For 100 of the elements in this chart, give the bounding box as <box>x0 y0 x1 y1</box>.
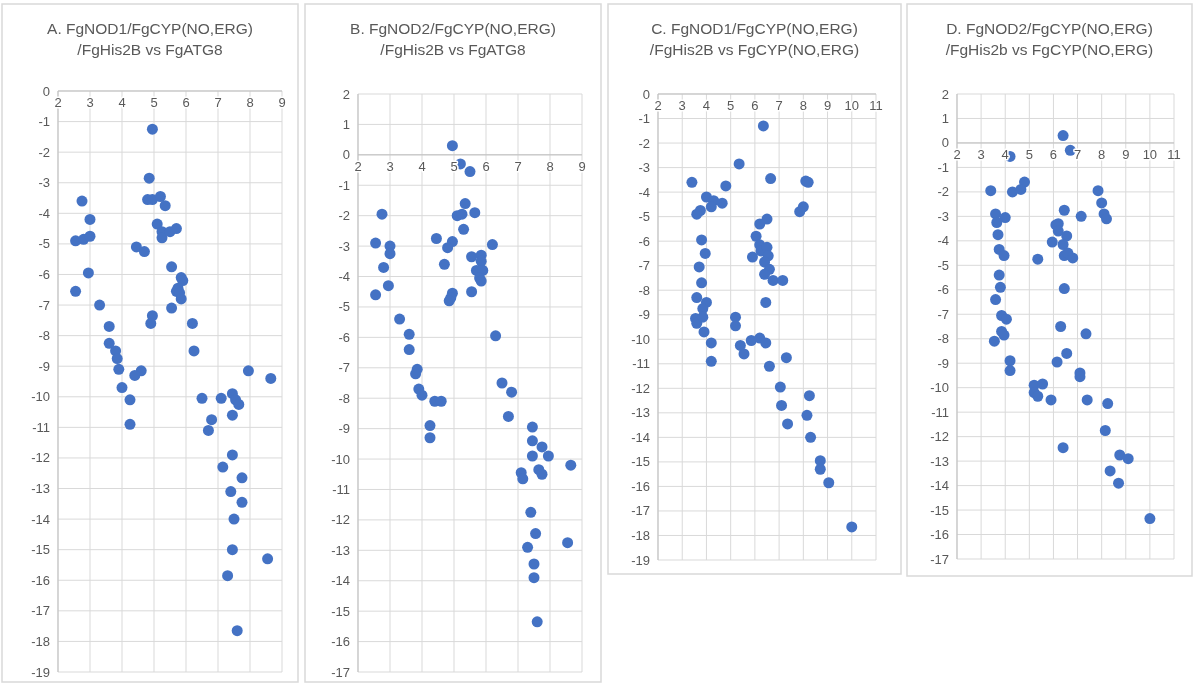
y-tick-label: -9 <box>38 358 50 374</box>
y-tick-label: -6 <box>937 282 949 298</box>
y-tick-label: -10 <box>930 380 949 396</box>
y-tick-label: -19 <box>31 664 50 680</box>
y-tick-label: 0 <box>342 147 350 163</box>
y-tick-label: -5 <box>937 257 949 273</box>
y-tick-label: -4 <box>338 269 350 285</box>
x-tick-label: 8 <box>1098 146 1106 162</box>
point <box>1015 183 1027 195</box>
y-tick-label: -6 <box>338 329 350 345</box>
y-tick-label: -3 <box>638 160 650 176</box>
x-tick-label: 9 <box>1122 146 1130 162</box>
point <box>1055 321 1067 332</box>
x-tick-label: 10 <box>844 98 860 113</box>
point <box>1081 394 1093 406</box>
point <box>1057 130 1069 142</box>
x-tick-label: 7 <box>1073 146 1082 162</box>
y-tick-label: -1 <box>638 111 650 127</box>
point <box>1057 442 1069 454</box>
y-tick-label: -9 <box>638 307 650 323</box>
x-tick-label: 3 <box>977 146 985 162</box>
point <box>1144 513 1156 525</box>
y-tick-label: -8 <box>638 282 650 298</box>
x-tick-label: 10 <box>1142 146 1158 162</box>
x-tick-label: 6 <box>182 95 190 110</box>
x-tick-label: 11 <box>869 98 883 113</box>
y-tick-label: -8 <box>937 331 949 347</box>
y-tick-label: -5 <box>638 209 650 225</box>
point <box>985 185 997 197</box>
chart-title: A. FgNOD1/FgCYP(NO,ERG) /FgHis2B vs FgATG8 <box>47 20 253 58</box>
y-tick-label: -5 <box>338 299 350 315</box>
x-tick-label: 6 <box>1049 146 1058 162</box>
y-tick-label: -8 <box>338 390 350 406</box>
x-tick-label: 3 <box>386 158 394 174</box>
point <box>1058 204 1070 216</box>
point <box>988 335 1000 347</box>
x-tick-label: 2 <box>654 98 662 113</box>
chart-title: B. FgNOD2/FgCYP(NO,ERG) /FgHis2B vs FgATG8 <box>350 20 556 58</box>
point <box>1037 378 1049 390</box>
y-tick-label: -6 <box>38 267 50 283</box>
y-tick-label: -12 <box>31 450 50 466</box>
point <box>1061 347 1073 359</box>
y-tick-label: -7 <box>638 258 650 274</box>
x-tick-label: 2 <box>54 95 62 110</box>
x-tick-label: 2 <box>953 146 961 162</box>
y-tick-label: -15 <box>631 454 650 470</box>
y-tick-label: -1 <box>38 114 50 130</box>
y-tick-label: -3 <box>38 175 50 191</box>
y-tick-label: -9 <box>338 421 350 437</box>
x-tick-label: 3 <box>678 98 686 113</box>
x-tick-label: 9 <box>278 95 286 110</box>
y-tick-label: -14 <box>631 429 650 445</box>
y-tick-label: -19 <box>631 552 650 568</box>
y-tick-label: -2 <box>338 208 350 224</box>
y-tick-label: -17 <box>31 603 50 619</box>
point <box>1092 185 1104 197</box>
point <box>994 281 1006 293</box>
x-tick-label: 9 <box>823 98 832 113</box>
y-tick-label: -12 <box>930 429 949 445</box>
x-tick-label: 7 <box>514 158 522 174</box>
y-tick-label: -15 <box>930 502 949 518</box>
y-tick-label: -9 <box>937 355 949 371</box>
x-tick-label: 5 <box>727 98 735 113</box>
x-tick-label: 8 <box>799 98 807 113</box>
point <box>993 269 1005 281</box>
y-tick-label: -10 <box>631 331 650 347</box>
y-tick-label: -17 <box>331 664 350 680</box>
y-tick-label: -7 <box>38 297 50 313</box>
y-tick-label: 1 <box>342 116 350 132</box>
x-tick-label: 8 <box>246 95 254 110</box>
y-tick-label: -14 <box>31 511 50 527</box>
y-tick-label: -2 <box>38 144 50 160</box>
x-tick-label: 5 <box>450 158 458 174</box>
y-tick-label: -10 <box>31 389 50 405</box>
y-tick-label: -7 <box>338 360 350 376</box>
y-tick-label: -18 <box>31 633 50 649</box>
point <box>1004 355 1016 367</box>
y-tick-label: 0 <box>642 86 650 102</box>
point <box>1004 365 1016 377</box>
point <box>1057 239 1069 251</box>
point <box>1032 390 1044 402</box>
point <box>1000 313 1012 325</box>
y-tick-label: -13 <box>31 481 50 497</box>
y-tick-label: 1 <box>941 111 949 127</box>
y-tick-label: 0 <box>941 135 949 151</box>
point <box>991 216 1003 228</box>
y-tick-label: -13 <box>331 542 350 558</box>
point <box>998 329 1010 341</box>
x-tick-label: 4 <box>702 98 711 113</box>
point <box>999 212 1011 224</box>
y-tick-label: -4 <box>638 184 650 200</box>
y-tick-label: -13 <box>631 405 650 421</box>
y-tick-label: -15 <box>31 542 50 558</box>
point <box>1075 210 1087 222</box>
point <box>1045 394 1057 406</box>
x-tick-label: 4 <box>418 158 426 174</box>
x-tick-label: 6 <box>751 98 759 113</box>
x-tick-label: 8 <box>546 158 554 174</box>
point <box>1102 398 1114 410</box>
point <box>1122 453 1134 465</box>
